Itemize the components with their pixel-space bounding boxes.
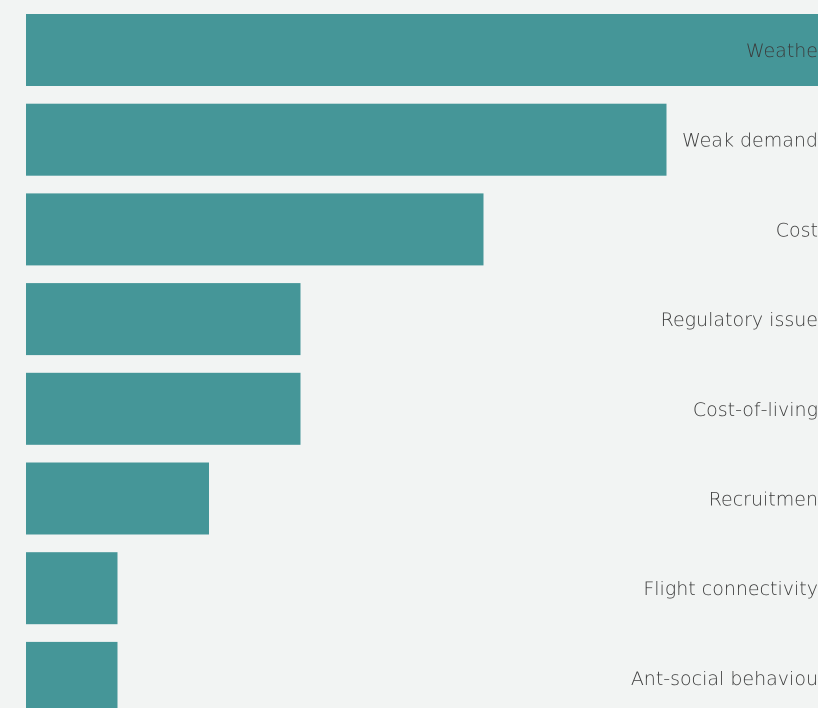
- label-group: Weathe Weak demand Cost Regulatory issue Cos…: [631, 40, 818, 690]
- category-label-3: Regulatory issue: [661, 309, 818, 331]
- category-label-7: Ant-social behaviou: [631, 668, 818, 690]
- category-label-5: Recruitmen: [709, 489, 818, 511]
- bar-5: [26, 462, 209, 535]
- category-label-1: Weak demand: [682, 130, 818, 152]
- category-label-6: Flight connectivity: [643, 578, 818, 600]
- bar-0: [26, 14, 818, 86]
- bar-7: [26, 641, 118, 708]
- bar-2: [26, 193, 484, 266]
- category-label-2: Cost: [776, 219, 818, 241]
- bar-4: [26, 372, 301, 445]
- bar-group: [26, 14, 818, 708]
- category-label-4: Cost-of-living: [693, 399, 818, 421]
- bar-6: [26, 552, 118, 625]
- bar-3: [26, 283, 301, 356]
- bar-1: [26, 103, 667, 176]
- category-label-0: Weathe: [746, 40, 818, 62]
